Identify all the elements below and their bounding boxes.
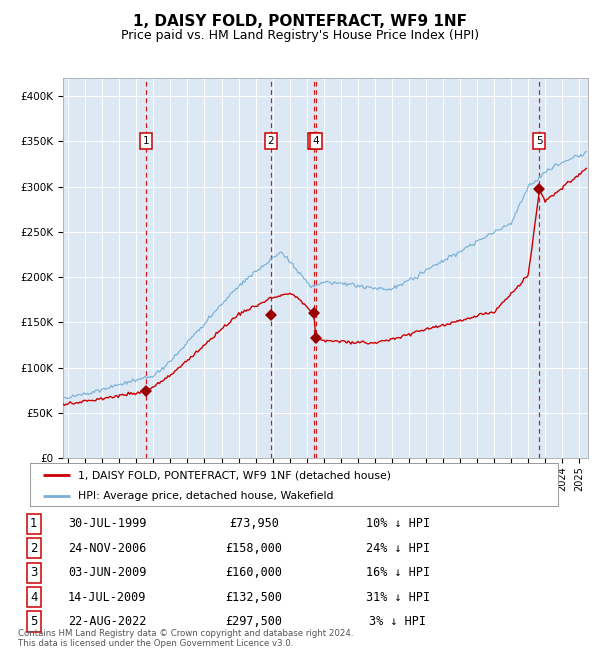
- Text: 1, DAISY FOLD, PONTEFRACT, WF9 1NF: 1, DAISY FOLD, PONTEFRACT, WF9 1NF: [133, 14, 467, 29]
- Text: 3% ↓ HPI: 3% ↓ HPI: [370, 615, 427, 628]
- Text: 24-NOV-2006: 24-NOV-2006: [68, 541, 146, 554]
- Text: 03-JUN-2009: 03-JUN-2009: [68, 566, 146, 579]
- Text: £158,000: £158,000: [226, 541, 283, 554]
- Text: 5: 5: [30, 615, 38, 628]
- Text: 2: 2: [30, 541, 38, 554]
- Text: Contains HM Land Registry data © Crown copyright and database right 2024.
This d: Contains HM Land Registry data © Crown c…: [18, 629, 353, 648]
- Text: 10% ↓ HPI: 10% ↓ HPI: [366, 517, 430, 530]
- Text: 24% ↓ HPI: 24% ↓ HPI: [366, 541, 430, 554]
- Text: HPI: Average price, detached house, Wakefield: HPI: Average price, detached house, Wake…: [77, 491, 333, 501]
- Text: 14-JUL-2009: 14-JUL-2009: [68, 591, 146, 604]
- Text: 5: 5: [536, 136, 542, 146]
- Text: 1: 1: [143, 136, 149, 146]
- Text: 31% ↓ HPI: 31% ↓ HPI: [366, 591, 430, 604]
- Text: Price paid vs. HM Land Registry's House Price Index (HPI): Price paid vs. HM Land Registry's House …: [121, 29, 479, 42]
- Text: £160,000: £160,000: [226, 566, 283, 579]
- Text: £132,500: £132,500: [226, 591, 283, 604]
- Text: 3: 3: [30, 566, 38, 579]
- Text: 3: 3: [311, 136, 317, 146]
- Text: 4: 4: [313, 136, 319, 146]
- Text: 22-AUG-2022: 22-AUG-2022: [68, 615, 146, 628]
- Text: £73,950: £73,950: [229, 517, 279, 530]
- Text: 30-JUL-1999: 30-JUL-1999: [68, 517, 146, 530]
- Text: 1, DAISY FOLD, PONTEFRACT, WF9 1NF (detached house): 1, DAISY FOLD, PONTEFRACT, WF9 1NF (deta…: [77, 471, 391, 480]
- Text: 4: 4: [30, 591, 38, 604]
- Text: 2: 2: [268, 136, 274, 146]
- Text: 1: 1: [30, 517, 38, 530]
- Text: 16% ↓ HPI: 16% ↓ HPI: [366, 566, 430, 579]
- Text: £297,500: £297,500: [226, 615, 283, 628]
